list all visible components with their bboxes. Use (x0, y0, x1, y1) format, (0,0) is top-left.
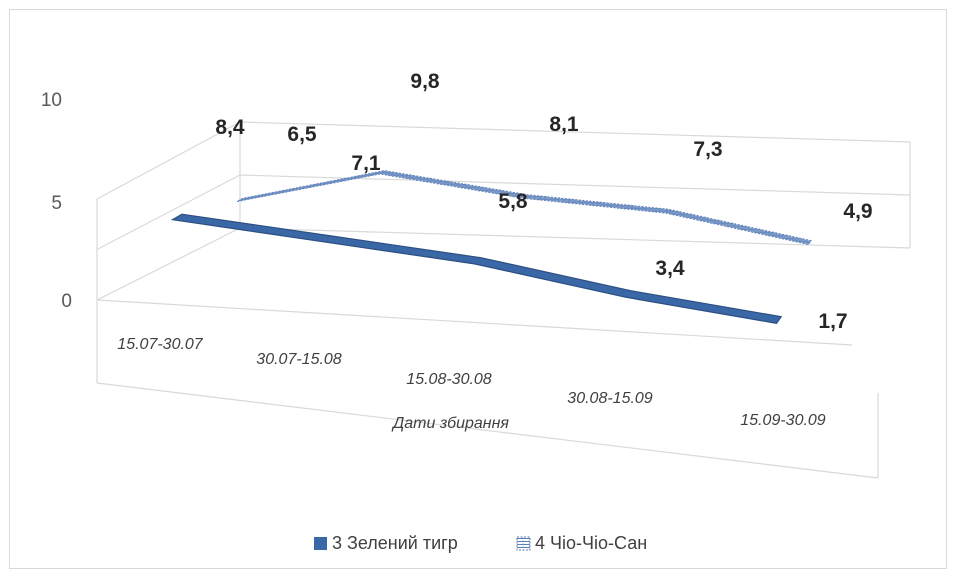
legend-label-chio-chio-san[interactable]: 4 Чіо-Чіо-Сан (535, 533, 647, 553)
legend-swatch-chio-chio-san[interactable] (516, 536, 531, 551)
data-label-zelenyi-tyhr-4: 1,7 (818, 310, 847, 333)
axis-box-bottom (96, 382, 879, 479)
data-label-zelenyi-tyhr-2: 5,8 (498, 190, 528, 213)
series-ribbon-chio-chio-san (236, 170, 812, 246)
data-label-chio-chio-san-3: 7,3 (693, 138, 722, 161)
x-tick-label-4: 15.09-30.09 (740, 412, 826, 429)
floor-front-edge (96, 299, 853, 346)
x-axis-title: Дати збирання (391, 415, 509, 432)
data-label-chio-chio-san-4: 4,9 (843, 200, 872, 223)
y-tick-label-0: 0 (61, 291, 72, 312)
chart-border (9, 9, 947, 569)
data-label-chio-chio-san-2: 8,1 (549, 113, 579, 136)
data-label-chio-chio-san-1: 9,8 (410, 70, 440, 93)
legend-label-zelenyi-tyhr[interactable]: 3 Зелений тигр (332, 533, 458, 553)
data-label-zelenyi-tyhr-0: 8,4 (215, 116, 245, 139)
x-tick-label-0: 15.07-30.07 (117, 336, 204, 353)
legend-swatch-zelenyi-tyhr[interactable] (314, 537, 327, 550)
y-tick-label-1: 5 (51, 193, 62, 214)
x-tick-label-1: 30.07-15.08 (256, 351, 342, 368)
x-tick-label-3: 30.08-15.09 (567, 390, 653, 407)
data-label-zelenyi-tyhr-3: 3,4 (655, 257, 685, 280)
series-ribbon-zelenyi-tyhr (170, 213, 783, 324)
series-stripe-1 (237, 173, 809, 245)
data-label-zelenyi-tyhr-1: 7,1 (351, 152, 381, 175)
series-stripe-4 (240, 171, 810, 243)
data-label-chio-chio-san-0: 6,5 (287, 123, 317, 146)
series-stripe-6 (241, 170, 811, 242)
x-tick-label-2: 15.08-30.08 (406, 371, 492, 388)
y-tick-label-2: 10 (41, 90, 62, 111)
